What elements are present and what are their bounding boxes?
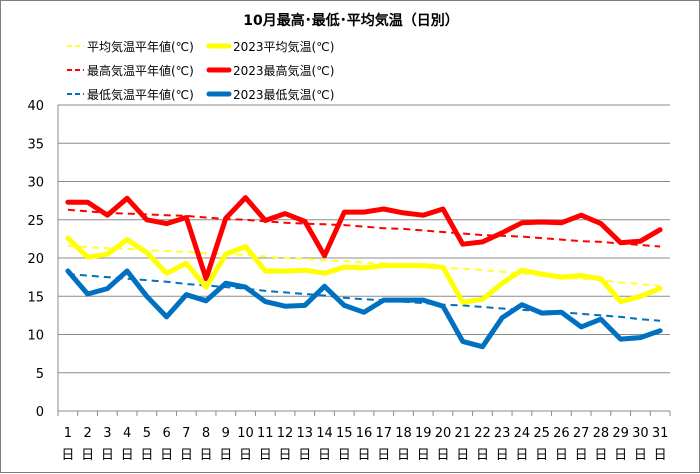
y-tick-label: 20 bbox=[27, 252, 44, 267]
x-tick-label: 10 bbox=[237, 426, 254, 441]
x-tick-suffix: 日 bbox=[140, 448, 153, 463]
x-tick-label: 9 bbox=[222, 426, 230, 441]
y-tick-label: 25 bbox=[27, 214, 44, 229]
x-tick-suffix: 日 bbox=[436, 448, 449, 463]
x-tick-label: 2 bbox=[83, 426, 91, 441]
y-tick-label: 5 bbox=[36, 367, 44, 382]
x-tick-label: 7 bbox=[182, 426, 190, 441]
x-tick-suffix: 日 bbox=[456, 448, 469, 463]
x-tick-suffix: 日 bbox=[81, 448, 94, 463]
x-tick-suffix: 日 bbox=[219, 448, 232, 463]
x-tick-suffix: 日 bbox=[614, 448, 627, 463]
y-tick-label: 0 bbox=[36, 405, 44, 420]
x-tick-label: 3 bbox=[103, 426, 111, 441]
x-tick-label: 31 bbox=[652, 426, 669, 441]
legend-label-1: 2023平均気温(℃) bbox=[233, 39, 334, 54]
x-tick-suffix: 日 bbox=[338, 448, 351, 463]
series-lines bbox=[65, 195, 663, 350]
x-tick-suffix: 日 bbox=[634, 448, 647, 463]
x-tick-suffix: 日 bbox=[476, 448, 489, 463]
series-line-2 bbox=[67, 208, 661, 248]
x-tick-label: 4 bbox=[123, 426, 131, 441]
grid-lines bbox=[58, 104, 670, 412]
y-tick-label: 10 bbox=[27, 329, 44, 344]
y-tick-label: 35 bbox=[27, 137, 44, 152]
x-tick-label: 30 bbox=[632, 426, 649, 441]
x-tick-suffix: 日 bbox=[318, 448, 331, 463]
x-tick-label: 26 bbox=[553, 426, 570, 441]
x-tick-suffix: 日 bbox=[61, 448, 74, 463]
x-tick-label: 17 bbox=[375, 426, 392, 441]
x-tick-label: 15 bbox=[336, 426, 353, 441]
legend: 平均気温平年値(℃) 2023平均気温(℃) 最高気温平年値(℃) 2023最高気温(… bbox=[67, 39, 334, 102]
x-tick-label: 8 bbox=[202, 426, 210, 441]
x-tick-label: 28 bbox=[593, 426, 610, 441]
x-tick-label: 19 bbox=[415, 426, 432, 441]
x-tick-suffix: 日 bbox=[160, 448, 173, 463]
legend-label-0: 平均気温平年値(℃) bbox=[87, 39, 194, 54]
x-tick-suffix: 日 bbox=[417, 448, 430, 463]
x-tick-label: 22 bbox=[474, 426, 491, 441]
x-tick-suffix: 日 bbox=[575, 448, 588, 463]
x-tick-label: 5 bbox=[143, 426, 151, 441]
x-tick-label: 25 bbox=[533, 426, 550, 441]
x-tick-suffix: 日 bbox=[515, 448, 528, 463]
y-tick-label: 15 bbox=[27, 290, 44, 305]
x-tick-suffix: 日 bbox=[101, 448, 114, 463]
x-tick-label: 1 bbox=[64, 426, 72, 441]
x-tick-label: 11 bbox=[257, 426, 274, 441]
x-axis: 1日2日3日4日5日6日7日8日9日10日11日12日13日14日15日16日1… bbox=[57, 411, 671, 463]
x-tick-suffix: 日 bbox=[298, 448, 311, 463]
x-tick-suffix: 日 bbox=[377, 448, 390, 463]
x-tick-label: 18 bbox=[395, 426, 412, 441]
series-line-5 bbox=[65, 268, 663, 350]
x-tick-suffix: 日 bbox=[279, 448, 292, 463]
legend-label-2: 最高気温平年値(℃) bbox=[87, 63, 194, 78]
x-tick-suffix: 日 bbox=[357, 448, 370, 463]
legend-label-5: 2023最低気温(℃) bbox=[233, 87, 334, 102]
x-tick-label: 20 bbox=[435, 426, 452, 441]
x-tick-label: 13 bbox=[297, 426, 314, 441]
x-tick-label: 6 bbox=[162, 426, 170, 441]
legend-label-3: 2023最高気温(℃) bbox=[233, 63, 334, 78]
x-tick-label: 12 bbox=[277, 426, 294, 441]
y-axis: 0 5 10 15 20 25 30 35 40 bbox=[27, 99, 59, 420]
x-tick-suffix: 日 bbox=[594, 448, 607, 463]
x-tick-suffix: 日 bbox=[397, 448, 410, 463]
series-line-1 bbox=[65, 235, 663, 305]
x-tick-label: 21 bbox=[454, 426, 471, 441]
x-tick-label: 16 bbox=[356, 426, 373, 441]
x-tick-suffix: 日 bbox=[200, 448, 213, 463]
x-tick-suffix: 日 bbox=[180, 448, 193, 463]
y-tick-label: 40 bbox=[27, 99, 44, 114]
x-tick-label: 14 bbox=[316, 426, 333, 441]
x-tick-label: 24 bbox=[514, 426, 531, 441]
x-tick-suffix: 日 bbox=[121, 448, 134, 463]
x-tick-suffix: 日 bbox=[496, 448, 509, 463]
y-tick-label: 30 bbox=[27, 176, 44, 191]
x-tick-label: 23 bbox=[494, 426, 511, 441]
x-tick-label: 29 bbox=[612, 426, 629, 441]
series-line-3 bbox=[65, 195, 663, 282]
x-tick-suffix: 日 bbox=[535, 448, 548, 463]
x-tick-suffix: 日 bbox=[555, 448, 568, 463]
legend-label-4: 最低気温平年値(℃) bbox=[87, 87, 194, 102]
x-tick-suffix: 日 bbox=[654, 448, 667, 463]
x-tick-label: 27 bbox=[573, 426, 590, 441]
x-tick-suffix: 日 bbox=[239, 448, 252, 463]
x-tick-suffix: 日 bbox=[259, 448, 272, 463]
chart-title: 10月最高･最低･平均気温（日別） bbox=[243, 12, 458, 29]
